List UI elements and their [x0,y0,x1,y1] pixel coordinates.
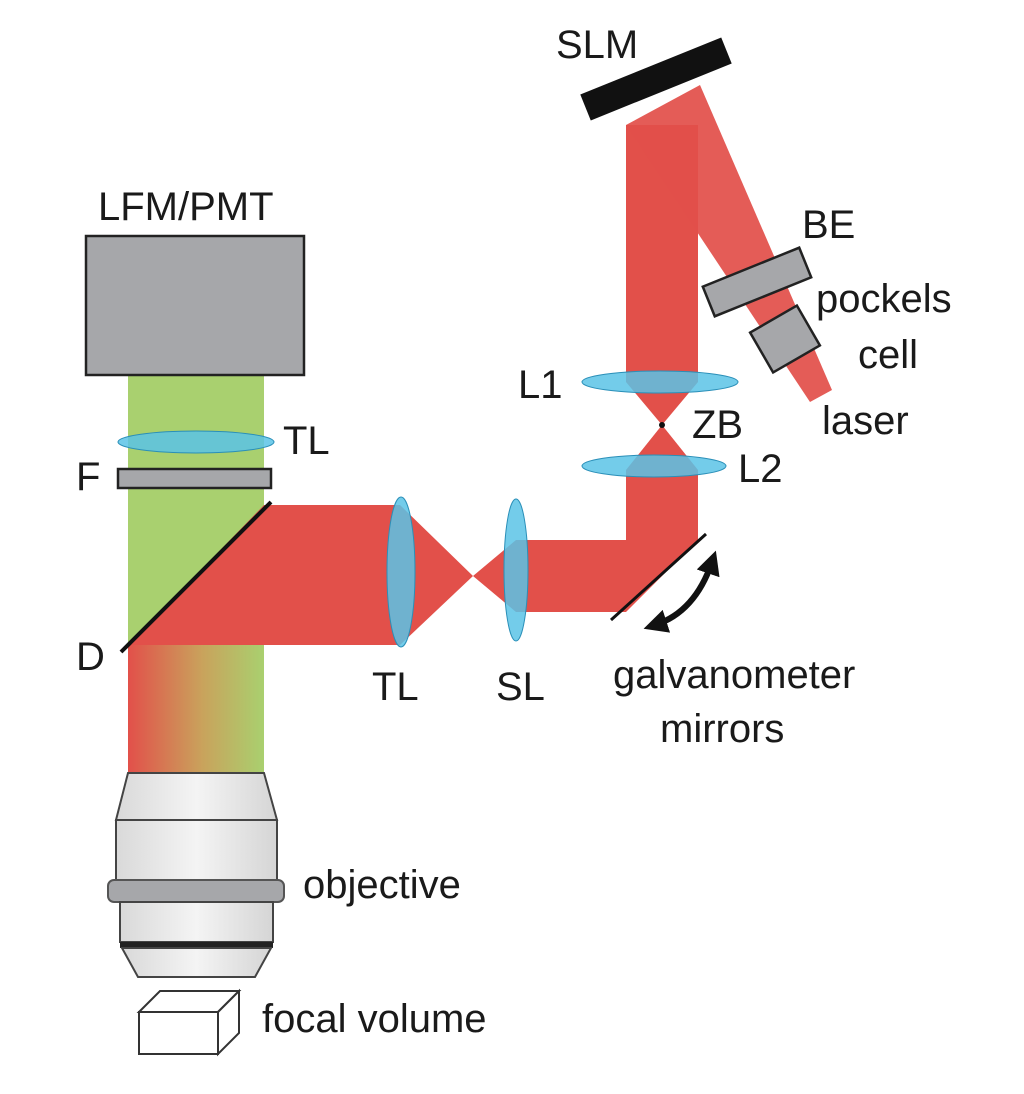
label-objective: objective [303,863,461,907]
objective-tip [120,947,273,978]
dichroic-mirror [119,500,273,654]
label-tl-top: TL [283,419,330,463]
beam-expander [701,246,813,318]
objective-band [120,942,273,948]
objective-top-taper [114,772,279,821]
objective-ring [107,879,285,903]
label-l2: L2 [738,447,783,491]
lfm-pmt-detector [84,234,306,377]
label-focal-volume: focal volume [262,997,487,1041]
tube-lens-top [117,430,275,454]
label-mirrors: mirrors [660,707,784,751]
label-galvanometer: galvanometer [613,653,855,697]
mixed-beam [128,645,264,773]
scan-lens [503,498,529,642]
label-lfm-pmt: LFM/PMT [98,185,274,229]
zero-block [659,422,665,428]
pockels-cell [748,303,822,375]
lens-l2 [581,454,727,478]
slm [580,37,732,121]
objective-lower-body [119,901,274,943]
label-zb: ZB [692,403,743,447]
lens-l1 [581,370,739,394]
label-tl-bottom: TL [372,665,419,709]
label-d: D [76,635,105,679]
beam-tl-cone [400,505,473,645]
galvanometer-rotation-arrow-icon [643,550,720,633]
focal-volume-cube-icon [136,988,242,1057]
label-pockels: pockels [816,277,952,321]
beam-horizontal-right [516,540,626,612]
filter [116,467,273,490]
beam-horizontal-left [264,505,400,645]
label-f: F [76,455,100,499]
objective-lens [107,772,285,978]
objective-body [115,819,278,881]
label-sl: SL [496,665,545,709]
label-cell: cell [858,333,918,377]
label-l1: L1 [518,363,563,407]
label-laser: laser [822,399,909,443]
label-slm: SLM [556,23,638,67]
tube-lens-bottom [386,496,416,648]
label-be: BE [802,203,855,247]
beam-vertical-lower [626,470,698,540]
